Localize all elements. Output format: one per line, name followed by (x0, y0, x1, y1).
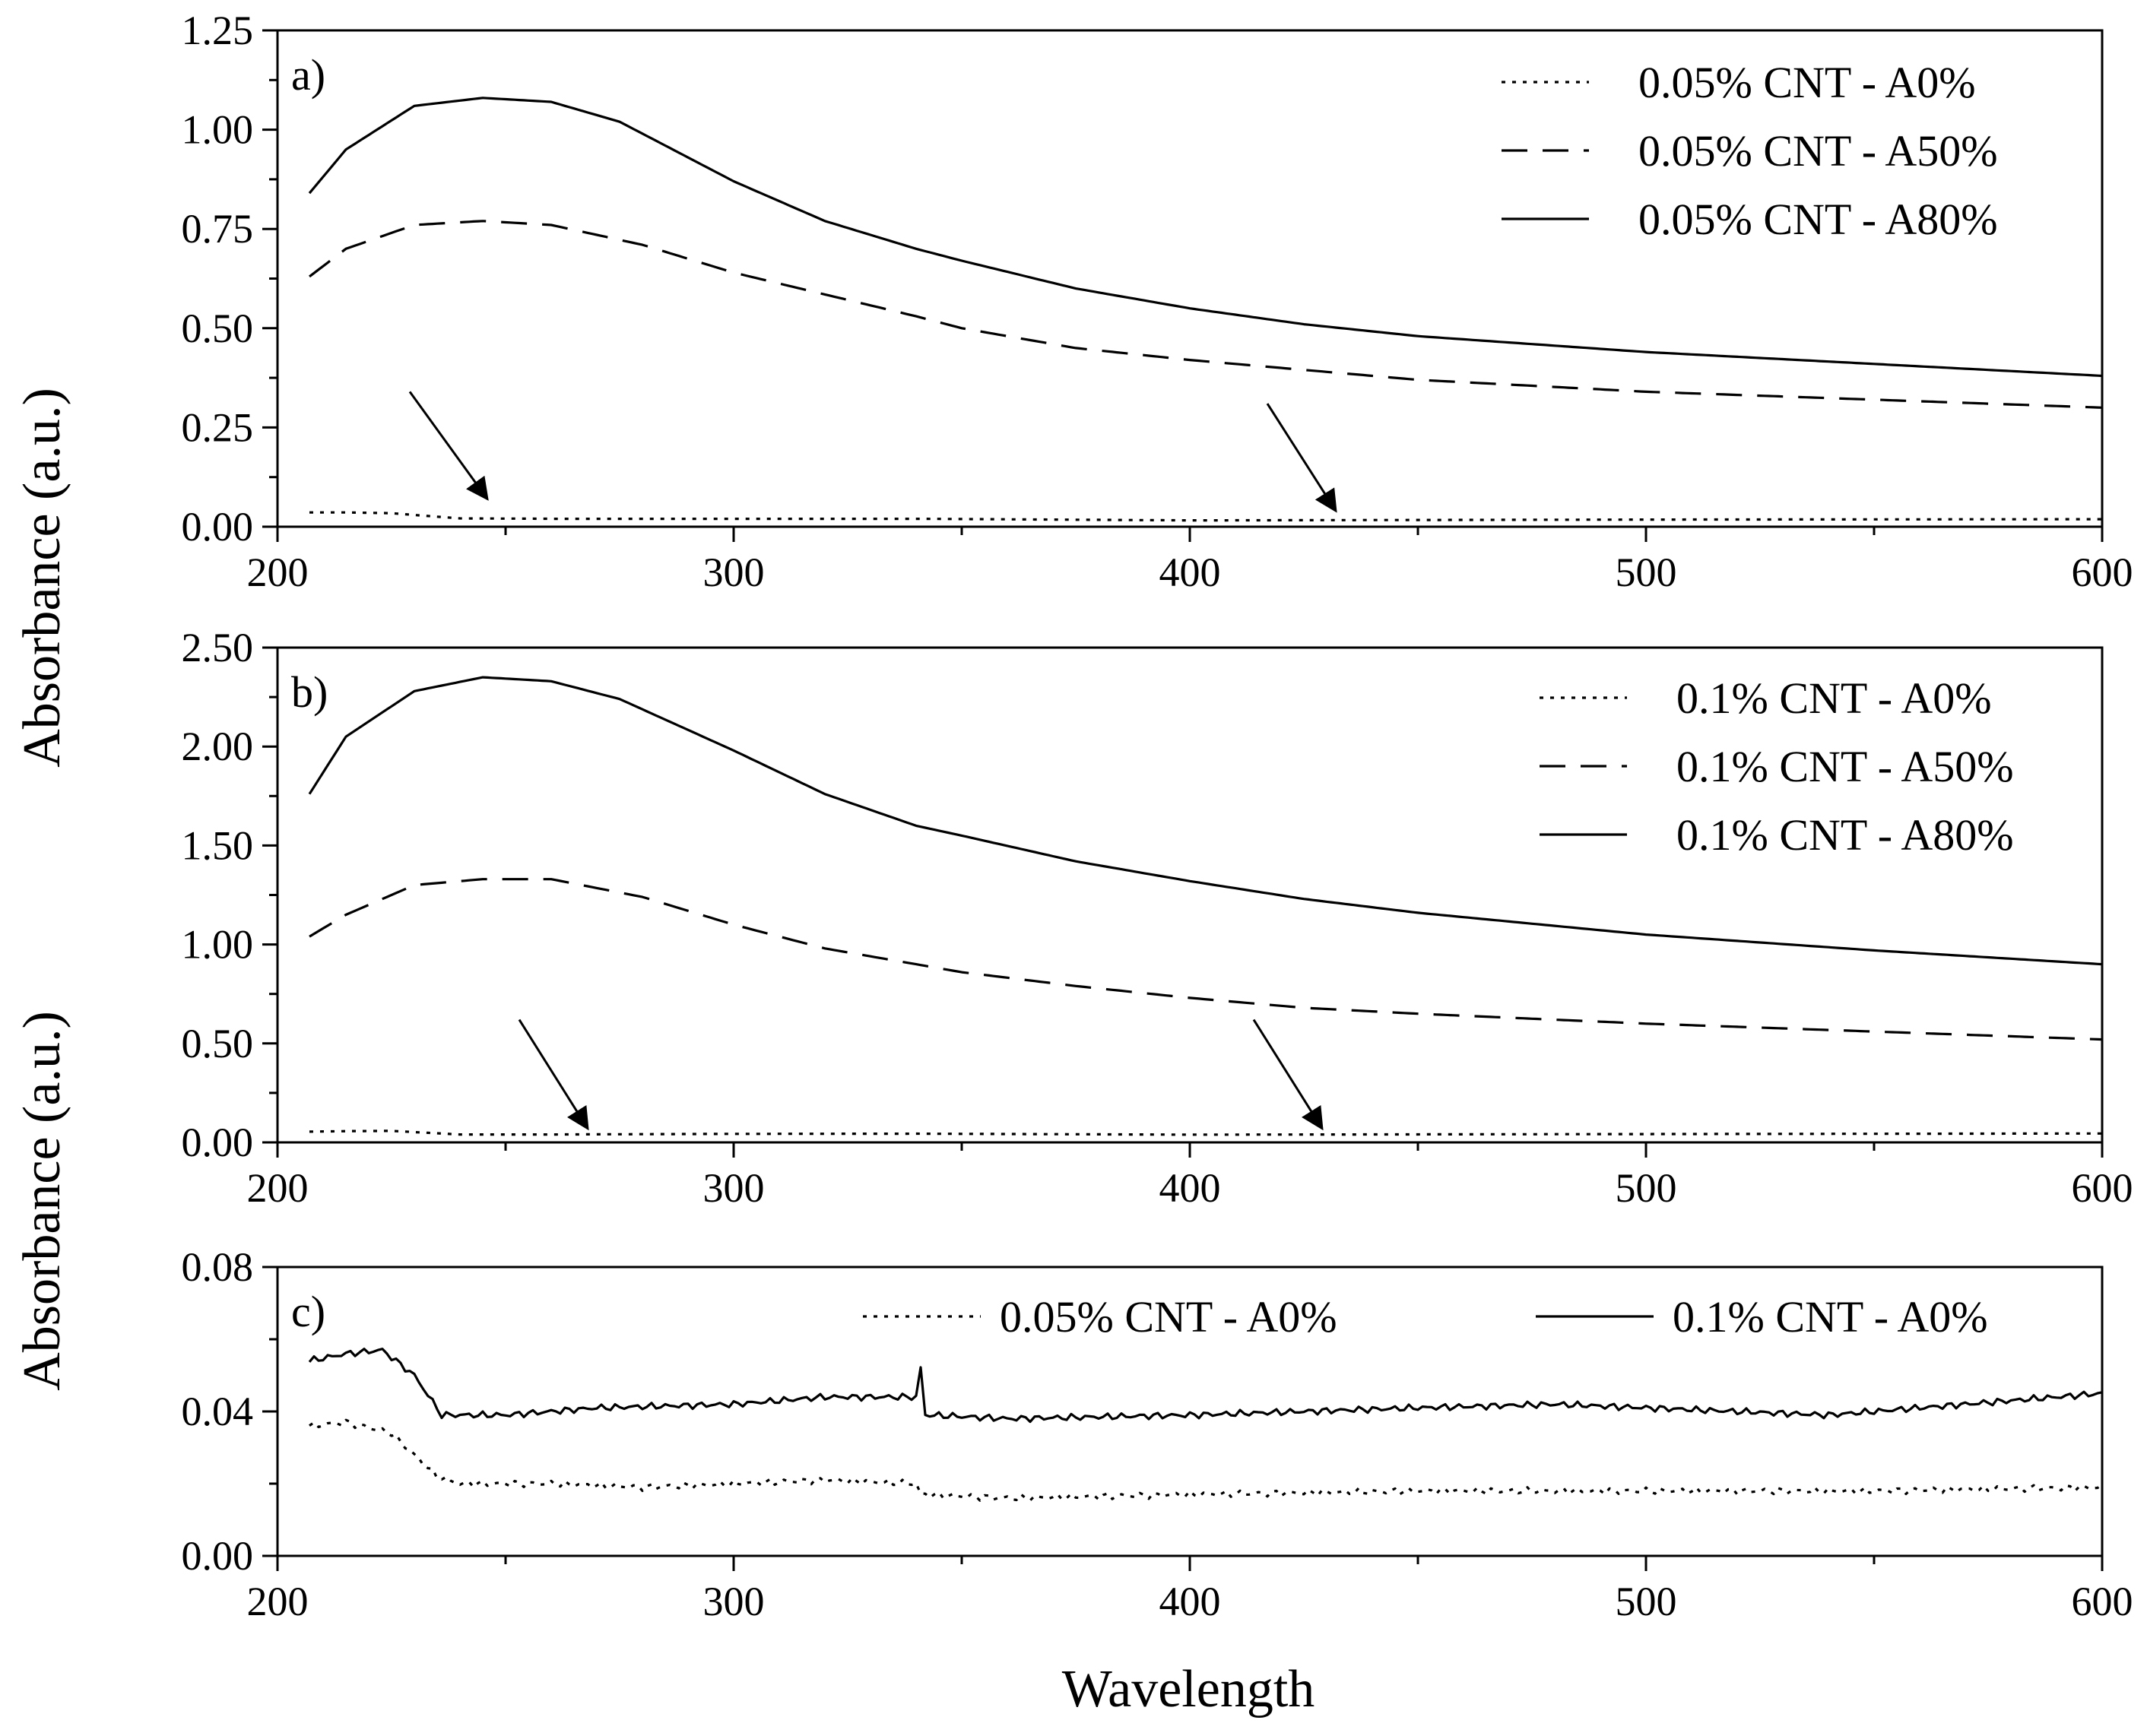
y-tick-label: 0.50 (182, 1021, 254, 1066)
x-tick-label: 600 (2072, 1579, 2133, 1624)
y-tick-label: 0.25 (182, 404, 254, 450)
x-tick-label: 400 (1159, 1579, 1221, 1624)
x-tick-label: 400 (1159, 550, 1221, 595)
x-tick-label: 300 (703, 550, 765, 595)
panel-label-b: b) (291, 667, 328, 717)
y-tick-label: 2.50 (182, 625, 254, 670)
y-tick-label: 0.04 (182, 1389, 254, 1434)
y-tick-label: 0.00 (182, 1533, 254, 1579)
x-tick-label: 200 (247, 1165, 309, 1211)
y-tick-label: 0.75 (182, 206, 254, 252)
series-line-b-solid (308, 676, 2103, 966)
x-tick-label: 600 (2072, 550, 2133, 595)
annotation-arrow (1266, 403, 1337, 513)
x-tick-label: 500 (1616, 1165, 1677, 1211)
legend-label: 0.1% CNT - A80% (1676, 810, 2014, 860)
y-tick-label: 1.50 (182, 822, 254, 868)
legend-label: 0.1% CNT - A0% (1676, 673, 1992, 723)
x-tick-label: 400 (1159, 1165, 1221, 1211)
y-tick-label: 2.00 (182, 724, 254, 769)
x-tick-label: 300 (703, 1579, 765, 1624)
y-tick-label: 0.08 (182, 1244, 254, 1290)
annotation-arrow (518, 1018, 589, 1131)
series-line-b-dashed (309, 878, 2103, 1041)
series-line-c-solid (308, 1348, 2103, 1424)
panel-a: 200 300 400 500 600 0.00 0.25 0.50 0.75 1.00 1.25 a… (182, 8, 2133, 595)
y-tick-label: 1.25 (182, 8, 254, 53)
panel-label-a: a) (291, 50, 325, 100)
series-line-a-dotted (309, 511, 2102, 522)
y-axis-title-top: Absorbance (a.u.) (13, 388, 71, 768)
legend-label: 0.05% CNT - A0% (1638, 58, 1976, 107)
panel-c: 200 300 400 500 600 0.00 0.04 0.08 c) 0.05% CNT -… (182, 1244, 2133, 1624)
legend-label: 0.05% CNT - A50% (1638, 126, 1998, 176)
x-tick-label: 600 (2072, 1165, 2133, 1211)
y-tick-label: 0.00 (182, 1120, 254, 1165)
y-tick-label: 1.00 (182, 922, 254, 968)
y-tick-label: 0.50 (182, 306, 254, 351)
x-tick-label: 200 (247, 550, 309, 595)
series-line-b-dotted (309, 1129, 2102, 1136)
y-tick-label: 0.00 (182, 504, 254, 550)
legend-label: 0.1% CNT - A50% (1676, 742, 2014, 791)
legend-label: 0.1% CNT - A0% (1673, 1292, 1988, 1342)
annotation-arrow (408, 391, 489, 501)
y-axis-title-bottom: Absorbance (a.u.) (13, 1011, 71, 1391)
series-line-a-dashed (309, 220, 2103, 409)
legend-label: 0.05% CNT - A0% (1000, 1292, 1337, 1342)
panel-label-c: c) (291, 1287, 325, 1336)
x-tick-label: 500 (1616, 550, 1677, 595)
y-tick-label: 1.00 (182, 107, 254, 153)
annotation-arrow (1252, 1018, 1324, 1131)
series-line-a-solid (308, 97, 2103, 378)
chart-panels: 200 300 400 500 600 0.00 0.25 0.50 0.75 1.00 1.25 a… (182, 8, 2133, 1624)
x-axis-title: Wavelength (1062, 1660, 1315, 1719)
legend-label: 0.05% CNT - A80% (1638, 195, 1998, 244)
x-tick-label: 200 (247, 1579, 309, 1624)
x-tick-label: 300 (703, 1165, 765, 1211)
panel-b: 200 300 400 500 600 0.00 0.50 1.00 1.50 2.00 2.50 b… (182, 625, 2133, 1211)
x-tick-label: 500 (1616, 1579, 1677, 1624)
